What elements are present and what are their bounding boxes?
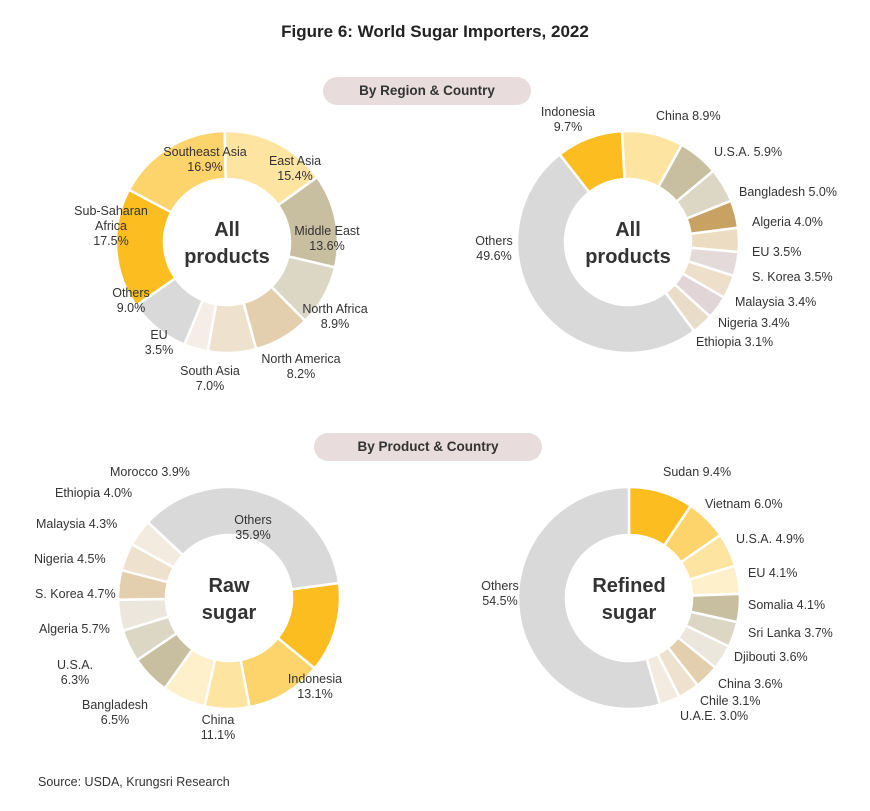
slice-label: Djibouti 3.6%: [734, 650, 808, 664]
slice-label: Southeast Asia 16.9%: [163, 145, 246, 174]
figure-title: Figure 6: World Sugar Importers, 2022: [281, 22, 589, 41]
slice-label: S. Korea 3.5%: [752, 270, 833, 284]
donut-chart-1: All products Southeast Asia 16.9% East Asia 1…: [74, 129, 368, 393]
donut-chart-3: Raw sugar Others 35.9% Indonesia 13.1% China 11…: [34, 465, 342, 742]
slice-label: Ethiopia 3.1%: [696, 335, 773, 349]
section-label-region: By Region & Country: [323, 77, 531, 105]
slice-label: U.A.E. 3.0%: [680, 709, 748, 723]
slice-label: Morocco 3.9%: [110, 465, 190, 479]
slice-label: Bangladesh 5.0%: [739, 185, 837, 199]
slice-label: Bangladesh 6.5%: [82, 698, 148, 727]
section-label-product: By Product & Country: [314, 433, 542, 461]
slice-label: China 3.6%: [718, 677, 783, 691]
slice-label: EU 3.5%: [752, 245, 801, 259]
slice-morocco: [130, 520, 185, 570]
center-label: products: [585, 246, 671, 268]
slice-label: Others 49.6%: [475, 234, 513, 263]
slice-others: [146, 485, 341, 591]
source-note: Source: USDA, Krungsri Research: [38, 775, 230, 789]
slice-label: EU 4.1%: [748, 566, 797, 580]
center-label: products: [184, 246, 270, 268]
slice-label: South Asia 7.0%: [180, 364, 240, 393]
center-label: All: [615, 219, 641, 241]
center-label: Raw: [208, 575, 250, 597]
slice-label: U.S.A. 4.9%: [736, 532, 804, 546]
slice-label: Vietnam 6.0%: [705, 497, 783, 511]
slice-label: Algeria 5.7%: [39, 622, 110, 636]
slice-label: Somalia 4.1%: [748, 598, 825, 612]
slice-others: [516, 485, 662, 711]
slice-label: China 8.9%: [656, 109, 721, 123]
donut-chart-4: Refined sugar Sudan 9.4% Vietnam 6.0% U.S.A.…: [481, 465, 833, 723]
slice-label: Ethiopia 4.0%: [55, 486, 132, 500]
center-label: Refined: [592, 575, 665, 597]
slice-label: Chile 3.1%: [700, 694, 760, 708]
slice-label: North America 8.2%: [261, 352, 340, 381]
slice-label: Middle East 13.6%: [294, 224, 360, 253]
slice-label: Malaysia 4.3%: [36, 517, 117, 531]
slice-sub-saharan-africa: [114, 188, 178, 308]
slice-label: Others 54.5%: [481, 579, 519, 608]
slice-label: S. Korea 4.7%: [35, 587, 116, 601]
slice-label: North Africa 8.9%: [302, 302, 367, 331]
slice-label: U.S.A. 5.9%: [714, 145, 782, 159]
slice-label: East Asia 15.4%: [269, 154, 321, 183]
slice-label: Algeria 4.0%: [752, 215, 823, 229]
slice-label: Malaysia 3.4%: [735, 295, 816, 309]
slice-label: Indonesia 13.1%: [288, 672, 342, 701]
center-label: sugar: [202, 602, 257, 624]
slice-label: Indonesia 9.7%: [541, 105, 595, 134]
donut-chart-2: All products Indonesia 9.7% China 8.9% U.S.A.…: [475, 105, 837, 355]
center-label: sugar: [602, 602, 657, 624]
slice-label: China 11.1%: [201, 713, 236, 742]
slice-label: Others 35.9%: [234, 513, 272, 542]
slice-label: Others 9.0%: [112, 286, 150, 315]
slice-label: U.S.A. 6.3%: [57, 658, 93, 687]
center-label: All: [214, 219, 240, 241]
slice-label: EU 3.5%: [145, 328, 174, 357]
slice-label: Sudan 9.4%: [663, 465, 731, 479]
slice-label: Sri Lanka 3.7%: [748, 626, 833, 640]
slice-label: Nigeria 3.4%: [718, 316, 790, 330]
slice-label: Nigeria 4.5%: [34, 552, 106, 566]
slice-label: Sub-Saharan Africa 17.5%: [74, 204, 148, 248]
slice-others: [515, 152, 696, 355]
